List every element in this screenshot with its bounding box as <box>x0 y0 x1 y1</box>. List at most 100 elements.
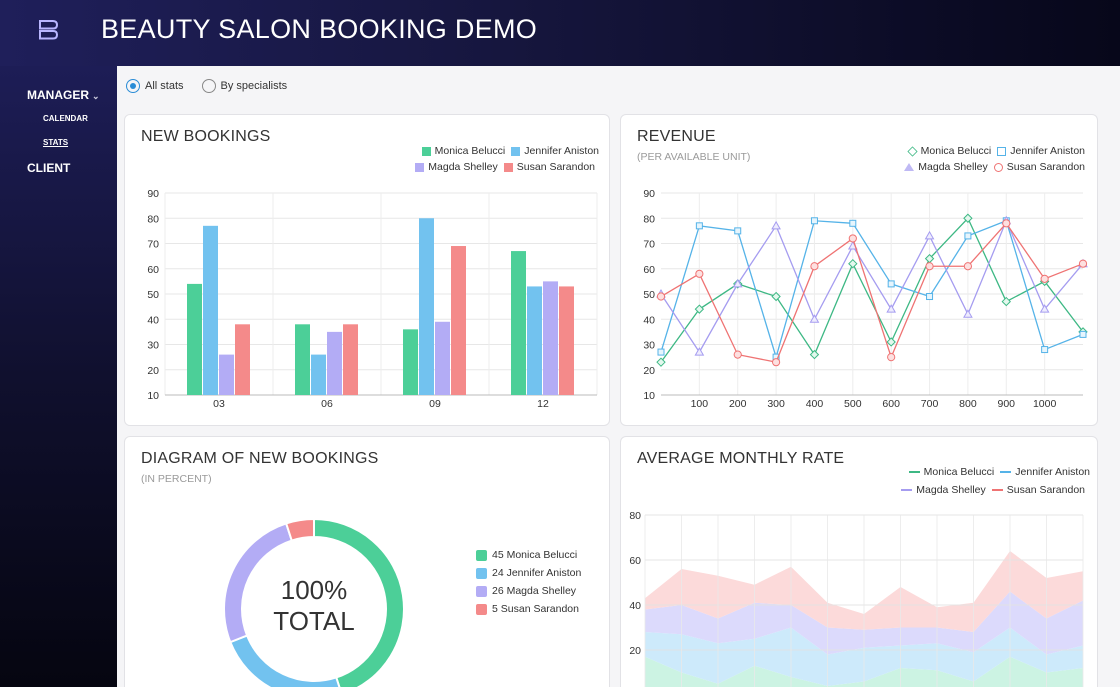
legend-item[interactable]: Magda Shelley <box>901 484 986 496</box>
y-tick-label: 80 <box>643 213 655 225</box>
legend-row: Magda Shelley Susan Sarandon <box>904 161 1085 173</box>
y-tick-label: 90 <box>147 188 159 200</box>
y-tick-label: 40 <box>629 600 641 612</box>
y-tick-label: 10 <box>147 390 159 402</box>
legend-swatch <box>476 585 487 597</box>
legend-item[interactable]: Susan Sarandon <box>991 484 1085 496</box>
data-point <box>925 262 934 271</box>
x-tick-label: 300 <box>767 398 785 410</box>
legend-item[interactable]: Jennifer Aniston <box>511 145 599 157</box>
chevron-down-icon: ⌄ <box>92 91 100 101</box>
data-point <box>963 262 973 271</box>
sidebar-item-stats[interactable]: STATS <box>43 138 69 147</box>
data-point <box>1079 330 1087 338</box>
radio-by-specialists-label[interactable]: By specialists <box>220 80 288 92</box>
legend-label: 45 Monica Belucci <box>492 549 578 561</box>
legend-item[interactable]: 45 Monica Belucci <box>476 549 577 561</box>
sidebar-item-calendar[interactable]: CALENDAR <box>43 114 88 123</box>
data-point <box>1078 259 1088 268</box>
data-point <box>849 219 857 227</box>
data-point <box>887 280 895 288</box>
legend-item[interactable]: Jennifer Aniston <box>1000 466 1090 478</box>
bar <box>511 251 526 395</box>
x-tick-label: 700 <box>921 398 939 410</box>
legend-swatch <box>476 549 487 561</box>
legend-item[interactable]: Susan Sarandon <box>503 161 595 173</box>
x-tick-label: 12 <box>537 398 549 410</box>
radio-by-specialists[interactable] <box>201 79 216 93</box>
series-line <box>660 219 1084 360</box>
donut-slice <box>229 634 341 687</box>
legend-item[interactable]: Monica Belucci <box>421 145 506 157</box>
y-tick-label: 60 <box>643 264 655 276</box>
legend-label: Susan Sarandon <box>1006 484 1085 496</box>
legend-item[interactable]: 24 Jennifer Aniston <box>476 567 581 579</box>
sidebar-item-label: MANAGER <box>27 88 89 102</box>
legend-row: Monica Belucci Jennifer Aniston <box>421 145 599 157</box>
legend-item[interactable]: Magda Shelley <box>904 161 988 173</box>
y-tick-label: 80 <box>629 510 641 522</box>
data-point <box>1039 304 1050 313</box>
x-tick-label: 100 <box>691 398 709 410</box>
legend-swatch <box>901 489 913 491</box>
sidebar: MANAGER ⌄ CALENDAR STATS CLIENT <box>0 66 117 687</box>
data-point <box>809 349 820 360</box>
bar <box>235 324 250 395</box>
donut-center-value: 100% <box>280 575 348 605</box>
legend-label: Magda Shelley <box>918 161 988 173</box>
sidebar-item-manager[interactable]: MANAGER ⌄ <box>27 88 100 102</box>
y-tick-label: 70 <box>643 239 655 251</box>
legend-item[interactable]: Magda Shelley <box>415 161 498 173</box>
legend-item[interactable]: Jennifer Aniston <box>997 145 1085 157</box>
diagram-card: DIAGRAM OF NEW BOOKINGS (IN PERCENT) 100… <box>124 436 610 687</box>
bar <box>559 286 574 395</box>
radio-all-stats-label[interactable]: All stats <box>145 80 184 92</box>
legend-swatch <box>421 146 431 156</box>
legend-item[interactable]: Monica Belucci <box>907 145 991 157</box>
data-point <box>926 293 934 301</box>
data-point <box>694 304 705 314</box>
app-title: BEAUTY SALON BOOKING DEMO <box>101 14 538 44</box>
legend-swatch <box>997 146 1007 156</box>
legend-label: Susan Sarandon <box>1006 161 1085 173</box>
legend-item[interactable]: Monica Belucci <box>908 466 994 478</box>
average-rate-card: AVERAGE MONTHLY RATE Monica Belucci Jenni… <box>620 436 1098 687</box>
logo-icon[interactable] <box>37 18 61 42</box>
data-point <box>656 292 666 301</box>
data-point <box>733 350 742 359</box>
y-tick-label: 50 <box>147 289 159 301</box>
bar <box>527 286 542 395</box>
data-point <box>848 234 857 243</box>
y-tick-label: 50 <box>643 289 655 301</box>
legend-item[interactable]: 26 Magda Shelley <box>476 585 576 597</box>
legend-label: Monica Belucci <box>434 145 506 157</box>
legend-item[interactable]: Susan Sarandon <box>993 161 1085 173</box>
bar <box>203 225 218 395</box>
revenue-card: REVENUE (PER AVAILABLE UNIT) Monica Belu… <box>620 114 1098 426</box>
data-point <box>964 232 972 240</box>
radio-all-stats[interactable] <box>126 79 140 93</box>
legend-swatch <box>1000 471 1012 473</box>
data-point <box>963 309 973 318</box>
card-title: NEW BOOKINGS <box>141 128 271 145</box>
y-tick-label: 10 <box>643 390 655 402</box>
legend-label: Magda Shelley <box>916 484 986 496</box>
card-subtitle: (PER AVAILABLE UNIT) <box>637 151 751 163</box>
data-point <box>1002 219 1011 228</box>
data-point <box>771 220 781 230</box>
x-tick-label: 500 <box>844 398 862 410</box>
sidebar-item-client[interactable]: CLIENT <box>27 161 71 175</box>
legend-row: Magda Shelley Susan Sarandon <box>901 484 1085 496</box>
data-point <box>656 357 666 367</box>
y-tick-label: 30 <box>643 340 655 352</box>
app-header: BEAUTY SALON BOOKING DEMO <box>0 0 1120 66</box>
legend-swatch <box>415 162 425 172</box>
new-bookings-card: NEW BOOKINGS Monica Belucci Jennifer Anis… <box>124 114 610 426</box>
legend-label: Jennifer Aniston <box>1015 466 1090 478</box>
bar <box>327 331 342 395</box>
legend-swatch <box>503 162 513 172</box>
y-tick-label: 60 <box>147 264 159 276</box>
bar <box>187 283 202 395</box>
legend-item[interactable]: 5 Susan Sarandon <box>476 603 579 615</box>
data-point <box>771 291 781 302</box>
